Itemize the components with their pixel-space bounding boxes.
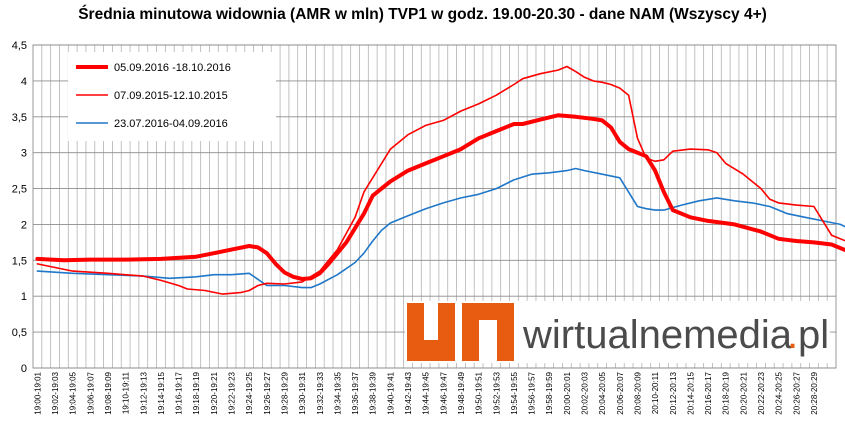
x-tick-label: 19:26-19:27 (263, 371, 272, 414)
y-tick-label: 0,5 (12, 327, 27, 339)
x-tick-label: 19:52-19:53 (492, 371, 501, 414)
x-tick-label: 20:02-20:03 (581, 371, 590, 414)
x-tick-label: 19:06-19:07 (86, 371, 95, 414)
x-tick-label: 19:40-19:41 (386, 371, 395, 414)
x-tick-label: 20:28-20:29 (810, 371, 819, 414)
x-tick-label: 19:10-19:11 (122, 371, 131, 414)
x-tick-label: 19:12-19:13 (139, 371, 148, 414)
y-tick-label: 2 (21, 219, 27, 231)
y-tick-label: 4 (21, 76, 27, 88)
x-tick-label: 19:44-19:45 (422, 371, 431, 414)
x-tick-label: 19:38-19:39 (369, 371, 378, 414)
brand-logo: wirtualnemedia . pl (405, 301, 830, 363)
x-tick-label: 20:26-20:27 (792, 371, 801, 414)
x-tick-label: 20:16-20:17 (704, 371, 713, 414)
x-tick-label: 20:06-20:07 (616, 371, 625, 414)
x-tick-label: 19:56-19:57 (528, 371, 537, 414)
x-tick-label: 20:18-20:19 (722, 371, 731, 414)
series-line (36, 65, 845, 295)
x-tick-label: 19:48-19:49 (457, 371, 466, 414)
legend-label: 23.07.2016-04.09.2016 (114, 118, 228, 130)
legend: 05.09.2016 -18.10.2016 07.09.2015-12.10.2… (68, 52, 276, 141)
x-tick-label: 19:16-19:17 (175, 371, 184, 414)
x-tick-label: 20:08-20:09 (633, 371, 642, 414)
x-tick-label: 19:36-19:37 (351, 371, 360, 414)
series-lines (35, 65, 845, 295)
x-tick-label: 20:24-20:25 (775, 371, 784, 414)
x-tick-label: 19:22-19:23 (228, 371, 237, 414)
x-tick-label: 19:50-19:51 (475, 371, 484, 414)
legend-label: 05.09.2016 -18.10.2016 (114, 62, 231, 74)
y-tick-label: 3,5 (12, 112, 27, 124)
series-line (35, 113, 845, 281)
brand-tld: pl (798, 313, 829, 357)
y-tick-label: 3 (21, 148, 27, 160)
x-tick-label: 20:20-20:21 (739, 371, 748, 414)
x-tick-label: 19:04-19:05 (69, 371, 78, 414)
x-tick-label: 20:22-20:23 (757, 371, 766, 414)
x-tick-label: 20:12-20:13 (669, 371, 678, 414)
x-tick-label: 19:28-19:29 (280, 371, 289, 414)
x-tick-label: 19:34-19:35 (333, 371, 342, 414)
y-tick-label: 1,5 (12, 255, 27, 267)
y-tick-label: 1 (21, 291, 27, 303)
y-tick-label: 0 (21, 363, 27, 375)
x-tick-label: 19:58-19:59 (545, 371, 554, 414)
wm-logo-mark (407, 303, 514, 361)
x-tick-label: 19:14-19:15 (157, 371, 166, 414)
x-tick-label: 19:00-19:01 (33, 371, 42, 414)
y-tick-label: 2,5 (12, 184, 27, 196)
x-tick-label: 19:18-19:19 (192, 371, 201, 414)
x-tick-label: 19:08-19:09 (104, 371, 113, 414)
x-tick-label: 19:30-19:31 (298, 371, 307, 414)
brand-dot: . (787, 313, 798, 357)
x-tick-label: 19:54-19:55 (510, 371, 519, 414)
x-tick-label: 19:24-19:25 (245, 371, 254, 414)
x-tick-label: 19:02-19:03 (51, 371, 60, 414)
x-tick-label: 20:04-20:05 (598, 371, 607, 414)
legend-label: 07.09.2015-12.10.2015 (114, 90, 228, 102)
x-tick-label: 20:14-20:15 (686, 371, 695, 414)
x-tick-label: 19:32-19:33 (316, 371, 325, 414)
x-tick-label: 20:10-20:11 (651, 371, 660, 414)
brand-name: wirtualnemedia (522, 313, 793, 357)
y-axis: 0 0,5 1 1,5 2 2,5 3 3,5 4 4,5 (12, 40, 27, 375)
x-tick-label: 19:46-19:47 (439, 371, 448, 414)
chart-title: Średnia minutowa widownia (AMR w mln) TV… (78, 6, 767, 23)
y-tick-label: 4,5 (12, 40, 27, 52)
x-tick-label: 19:42-19:43 (404, 371, 413, 414)
x-axis: 19:00-19:01 19:02-19:03 19:04-19:05 19:06-1… (33, 371, 819, 414)
x-tick-label: 20:00-20:01 (563, 371, 572, 414)
x-tick-label: 19:20-19:21 (210, 371, 219, 414)
series-line (36, 167, 845, 289)
